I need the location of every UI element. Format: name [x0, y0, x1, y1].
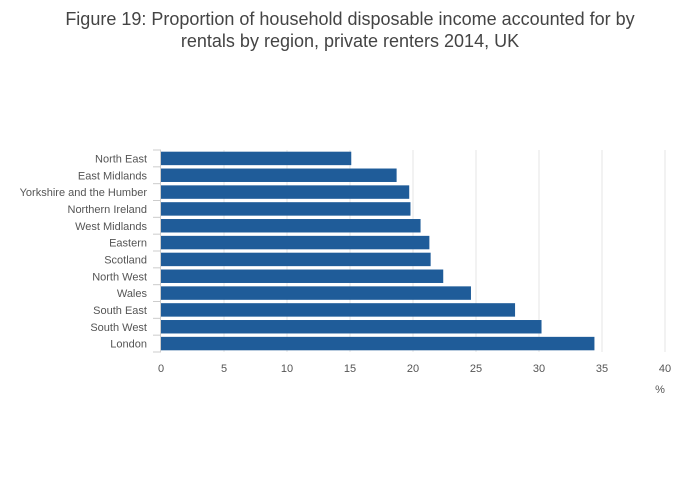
category-label: North West	[92, 271, 147, 283]
x-tick-label: 25	[470, 363, 482, 375]
bar-scotland	[161, 252, 431, 267]
category-label: Wales	[117, 288, 148, 300]
x-tick-label: 40	[659, 363, 671, 375]
x-tick-label: 15	[344, 363, 356, 375]
bar-yorkshire-and-the-humber	[161, 185, 410, 199]
chart-title-line-2: rentals by region, private renters 2014,…	[180, 31, 520, 51]
x-tick-label: 35	[596, 363, 608, 375]
category-label: Eastern	[109, 238, 147, 250]
bar-north-west	[161, 269, 444, 283]
category-label: Northern Ireland	[68, 204, 148, 216]
chart-title-line-1: Figure 19: Proportion of household dispo…	[65, 9, 635, 29]
bar-east-midlands	[161, 168, 397, 182]
x-axis-unit-label: %	[655, 384, 665, 396]
category-label: South West	[90, 322, 147, 334]
x-tick-label: 10	[281, 363, 293, 375]
gridlines	[153, 149, 666, 353]
category-label: London	[110, 339, 147, 351]
x-tick-label: 0	[158, 363, 164, 375]
x-tick-label: 20	[407, 363, 419, 375]
bar-northern-ireland	[161, 202, 411, 216]
category-labels: North East East Midlands Yorkshire and the…	[20, 153, 148, 350]
bar-south-east	[161, 303, 516, 317]
x-tick-labels: 0 5 10 15 20 25 30 35 40	[158, 363, 671, 375]
x-tick-label: 30	[533, 363, 545, 375]
chart-title: Figure 19: Proportion of household dispo…	[0, 8, 700, 52]
category-label: North East	[95, 153, 147, 165]
category-label: Yorkshire and the Humber	[20, 187, 148, 199]
bars	[161, 151, 595, 351]
bar-eastern	[161, 235, 430, 250]
bar-south-west	[161, 320, 542, 334]
category-label: Scotland	[104, 254, 147, 266]
category-label: West Midlands	[75, 221, 147, 233]
bar-london	[161, 336, 595, 351]
bar-north-east	[161, 151, 352, 166]
bar-wales	[161, 286, 471, 300]
bar-west-midlands	[161, 219, 421, 233]
x-tick-label: 5	[221, 363, 227, 375]
category-label: South East	[93, 305, 147, 317]
category-label: East Midlands	[78, 170, 148, 182]
